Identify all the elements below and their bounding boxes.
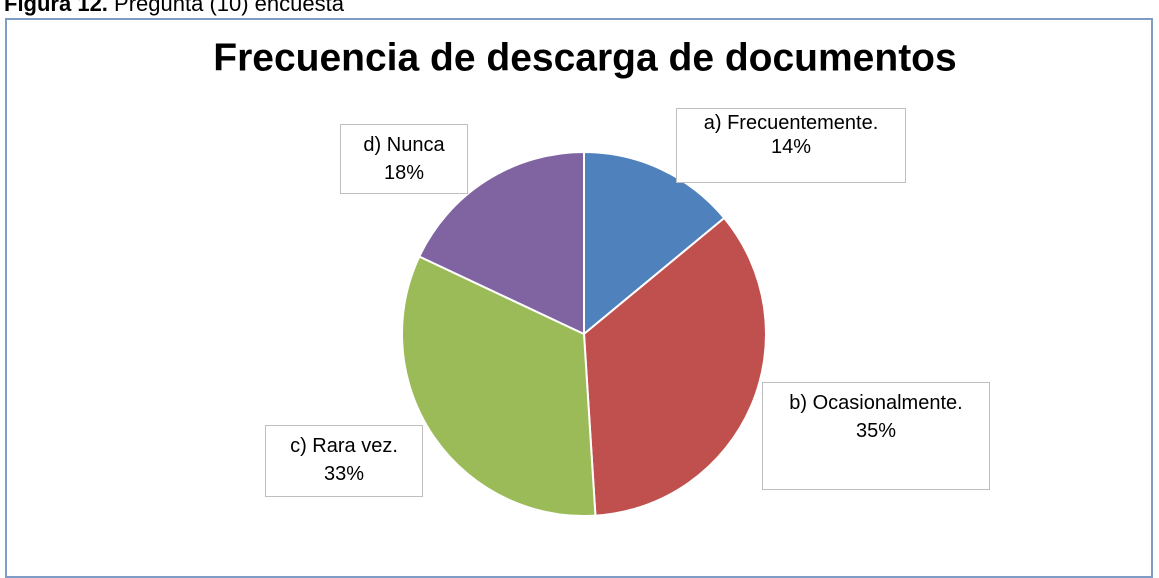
data-label: d) Nunca 18% (340, 124, 468, 194)
caption-label: Figura 12. (4, 0, 108, 16)
chart-title: Frecuencia de descarga de documentos (213, 36, 956, 79)
pie-slice (401, 255, 597, 517)
caption: Figura 12. Pregunta (10) encuesta (4, 0, 344, 17)
label-category: c) Rara vez. (290, 435, 398, 457)
data-label: c) Rara vez. 33% (265, 425, 423, 497)
label-value: 33% (323, 463, 365, 485)
label-value: 35% (855, 420, 897, 442)
pie-slice (583, 150, 726, 337)
label-value: 18% (383, 162, 425, 184)
label-value: 14% (770, 136, 812, 158)
label-category: a) Frecuentemente. (703, 112, 879, 134)
caption-text: Pregunta (10) encuesta (114, 0, 344, 16)
data-label: a) Frecuentemente. 14% (676, 108, 906, 183)
label-category: b) Ocasionalmente. (789, 392, 963, 414)
label-category: d) Nunca (363, 134, 445, 156)
pie-slice (417, 150, 585, 336)
pie-slice (582, 216, 767, 517)
data-label: b) Ocasionalmente. 35% (762, 382, 990, 490)
